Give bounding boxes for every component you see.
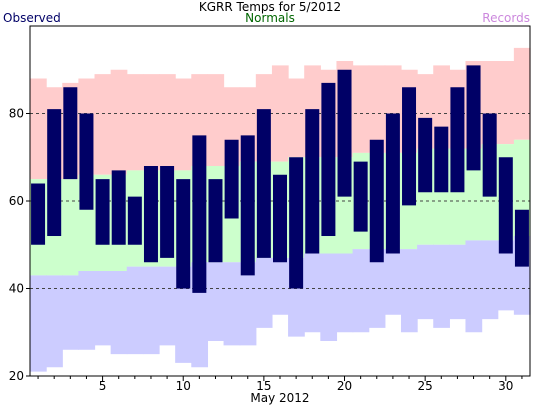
record-low-band-day-25 xyxy=(417,244,434,320)
observed-bar-day-28 xyxy=(466,65,481,171)
observed-bar-day-19 xyxy=(321,82,336,237)
record-high-band-day-1 xyxy=(30,78,47,180)
record-low-band-day-28 xyxy=(465,240,483,333)
record-low-band-day-20 xyxy=(336,253,354,333)
observed-bar-day-29 xyxy=(482,113,497,197)
observed-bar-day-25 xyxy=(418,117,433,193)
record-low-band-day-21 xyxy=(352,249,370,333)
record-low-band-day-5 xyxy=(94,271,112,346)
y-tick-label-60: 60 xyxy=(9,194,24,208)
y-tick-label-80: 80 xyxy=(9,107,24,121)
record-high-band-day-7 xyxy=(126,74,144,171)
record-low-band-day-23 xyxy=(384,249,402,315)
observed-bar-day-16 xyxy=(273,174,287,263)
observed-bar-day-12 xyxy=(208,179,223,263)
observed-bar-day-4 xyxy=(79,113,94,210)
record-high-band-day-21 xyxy=(352,65,370,153)
record-high-band-day-17 xyxy=(288,78,305,158)
record-high-band-day-5 xyxy=(94,74,112,175)
record-low-band-day-8 xyxy=(142,266,160,355)
record-low-band-day-27 xyxy=(449,244,467,320)
observed-bar-day-3 xyxy=(63,87,78,180)
legend-observed: Observed xyxy=(3,11,61,25)
observed-bar-day-23 xyxy=(385,113,400,254)
record-low-band-day-16 xyxy=(271,257,289,315)
record-low-band-day-15 xyxy=(255,257,273,328)
observed-bar-day-5 xyxy=(95,179,110,245)
x-tick-label-5: 5 xyxy=(99,379,107,393)
record-low-band-day-7 xyxy=(126,266,144,355)
x-tick-label-25: 25 xyxy=(418,379,433,393)
observed-bar-day-24 xyxy=(402,87,417,206)
record-low-band-day-2 xyxy=(46,275,63,368)
record-low-band-day-13 xyxy=(223,262,241,346)
record-low-band-day-30 xyxy=(497,240,515,311)
observed-bar-day-17 xyxy=(289,157,304,289)
record-high-band-day-30 xyxy=(497,61,515,145)
observed-bar-day-30 xyxy=(498,157,513,254)
record-low-band-day-19 xyxy=(320,253,338,341)
observed-bar-day-22 xyxy=(369,139,384,263)
observed-bar-day-21 xyxy=(353,161,368,232)
observed-bar-day-9 xyxy=(160,166,175,258)
record-low-band-day-10 xyxy=(175,266,192,363)
record-low-band-day-14 xyxy=(239,262,257,346)
observed-bar-day-15 xyxy=(256,109,271,258)
record-low-band-day-22 xyxy=(368,249,386,328)
x-tick-label-15: 15 xyxy=(256,379,271,393)
observed-bar-day-14 xyxy=(240,135,255,276)
legend-records: Records xyxy=(482,11,530,25)
x-tick-label-10: 10 xyxy=(176,379,191,393)
observed-bar-day-31 xyxy=(514,209,529,267)
observed-bar-day-27 xyxy=(450,87,465,193)
record-high-band-day-16 xyxy=(271,65,289,162)
record-low-band-day-29 xyxy=(481,240,499,320)
normal-band-day-28 xyxy=(465,148,483,241)
record-low-band-day-1 xyxy=(30,275,47,372)
observed-bar-day-6 xyxy=(111,170,126,245)
legend-normals: Normals xyxy=(245,11,295,25)
record-high-band-day-8 xyxy=(142,74,160,171)
record-high-band-day-12 xyxy=(207,74,225,167)
record-high-band-day-9 xyxy=(159,74,176,171)
record-high-band-day-22 xyxy=(368,65,386,153)
y-tick-label-40: 40 xyxy=(9,282,24,296)
record-high-band-day-10 xyxy=(175,78,192,171)
observed-bar-day-11 xyxy=(192,135,207,293)
chart-title: KGRR Temps for 5/2012 xyxy=(198,0,342,14)
record-high-band-day-31 xyxy=(513,47,531,140)
observed-bar-day-7 xyxy=(127,196,142,245)
record-low-band-day-6 xyxy=(110,271,128,355)
x-tick-label-20: 20 xyxy=(337,379,352,393)
observed-bar-day-18 xyxy=(305,109,320,254)
observed-bar-day-1 xyxy=(31,183,46,245)
observed-bar-day-8 xyxy=(143,166,158,263)
x-tick-label-30: 30 xyxy=(498,379,513,393)
record-low-band-day-24 xyxy=(400,249,418,333)
observed-bar-day-26 xyxy=(434,126,449,193)
observed-bar-day-10 xyxy=(176,179,191,289)
record-high-band-day-6 xyxy=(110,69,128,175)
record-low-band-day-26 xyxy=(433,244,450,328)
normal-band-day-3 xyxy=(62,179,79,276)
y-tick-label-20: 20 xyxy=(9,369,24,383)
observed-bar-day-13 xyxy=(224,139,239,219)
observed-bar-day-2 xyxy=(47,109,62,237)
record-low-band-day-18 xyxy=(304,253,321,333)
record-low-band-day-3 xyxy=(62,275,79,350)
observed-bar-day-20 xyxy=(337,69,352,197)
record-low-band-day-12 xyxy=(207,262,225,341)
record-low-band-day-4 xyxy=(78,271,96,350)
record-low-band-day-9 xyxy=(159,266,176,346)
x-axis-label: May 2012 xyxy=(250,391,309,405)
